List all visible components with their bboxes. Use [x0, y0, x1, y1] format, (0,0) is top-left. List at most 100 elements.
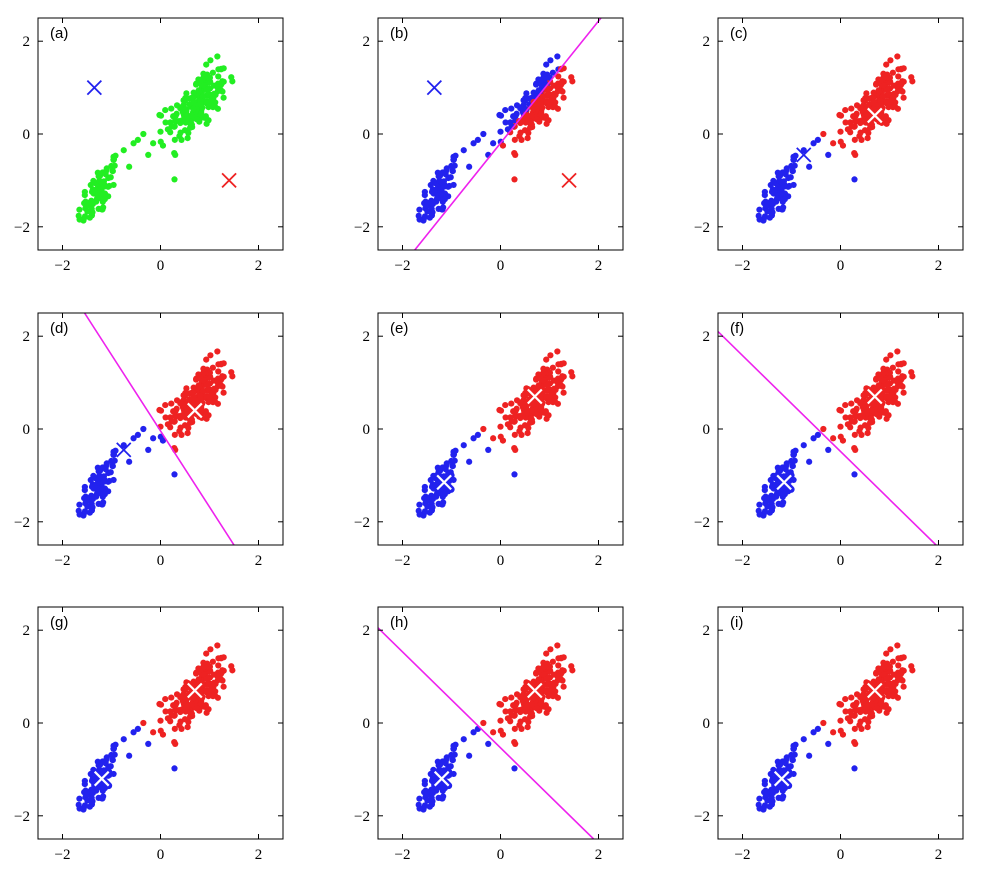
- data-point: [511, 471, 518, 478]
- data-point: [130, 729, 137, 736]
- data-point: [764, 208, 771, 215]
- data-point: [87, 181, 94, 189]
- data-point: [814, 136, 821, 143]
- data-point: [776, 761, 784, 768]
- data-point: [480, 425, 487, 433]
- data-point: [140, 425, 147, 433]
- data-point: [883, 675, 890, 683]
- data-point: [783, 754, 790, 761]
- data-point: [416, 511, 423, 518]
- data-point: [839, 142, 847, 149]
- data-point: [220, 654, 227, 661]
- x-tick-label: −2: [735, 258, 751, 274]
- data-point: [217, 381, 224, 389]
- data-point: [450, 156, 458, 163]
- data-point: [513, 110, 520, 117]
- data-point: [206, 369, 214, 376]
- data-point: [190, 105, 197, 113]
- data-point: [869, 123, 876, 131]
- data-point: [852, 446, 859, 453]
- data-point: [164, 421, 171, 428]
- data-point: [894, 53, 901, 60]
- data-point: [211, 385, 218, 392]
- data-point: [134, 136, 141, 143]
- data-point: [761, 483, 768, 491]
- data-point: [853, 699, 860, 706]
- data-point: [837, 701, 845, 708]
- data-point: [502, 401, 509, 409]
- data-point: [189, 123, 196, 131]
- data-point: [202, 702, 209, 709]
- data-point: [830, 140, 837, 147]
- data-point: [436, 172, 444, 179]
- data-point: [814, 725, 821, 733]
- data-point: [140, 130, 147, 138]
- data-point: [859, 116, 866, 124]
- data-point: [508, 105, 515, 112]
- data-point: [180, 392, 187, 399]
- data-point: [870, 89, 877, 96]
- data-point: [202, 113, 209, 120]
- data-point: [76, 795, 83, 802]
- data-point: [189, 418, 196, 426]
- data-point: [197, 111, 204, 119]
- x-tick-label: 0: [837, 258, 845, 274]
- data-point: [861, 127, 869, 134]
- data-point: [100, 178, 107, 185]
- panel-label: (f): [730, 320, 744, 337]
- data-point: [480, 719, 487, 727]
- data-point: [195, 87, 202, 94]
- data-point: [842, 708, 849, 715]
- data-point: [110, 156, 118, 163]
- data-point: [466, 752, 473, 759]
- data-point: [889, 693, 897, 700]
- data-point: [84, 503, 91, 510]
- data-point: [891, 90, 898, 97]
- data-point: [76, 216, 83, 223]
- data-point: [203, 61, 210, 68]
- data-point: [84, 494, 91, 501]
- data-point: [528, 701, 535, 708]
- plot-area: [75, 642, 236, 813]
- centroid-marker-red: [864, 104, 886, 126]
- data-point: [512, 446, 519, 453]
- data-point: [195, 665, 202, 672]
- data-point: [436, 761, 444, 768]
- data-point: [864, 135, 871, 142]
- data-point: [202, 408, 209, 415]
- data-point: [540, 70, 547, 77]
- data-point: [897, 675, 904, 683]
- data-point: [134, 725, 141, 733]
- data-point: [203, 356, 210, 363]
- y-tick-label: 2: [703, 329, 711, 345]
- data-point: [451, 457, 458, 464]
- data-point: [761, 188, 768, 196]
- panel-label: (g): [50, 614, 68, 631]
- data-point: [450, 181, 457, 189]
- x-tick-label: −2: [55, 258, 71, 274]
- data-point: [779, 501, 786, 508]
- data-point: [519, 411, 526, 419]
- data-point: [806, 458, 813, 465]
- data-point: [780, 178, 787, 185]
- data-point: [546, 393, 553, 400]
- data-point: [542, 113, 549, 120]
- data-point: [543, 650, 550, 657]
- data-point: [790, 156, 798, 163]
- data-point: [150, 729, 157, 736]
- data-point: [439, 206, 446, 213]
- data-point: [537, 97, 544, 104]
- data-point: [205, 693, 212, 700]
- data-point: [897, 381, 904, 389]
- data-point: [150, 435, 157, 442]
- data-point: [886, 369, 894, 376]
- data-point: [485, 740, 492, 747]
- panel-label: (h): [390, 614, 408, 631]
- data-point: [900, 683, 907, 690]
- plot-area: [75, 313, 236, 545]
- data-point: [466, 163, 473, 170]
- data-point: [875, 665, 882, 672]
- data-point: [429, 495, 436, 503]
- data-point: [508, 400, 515, 407]
- data-point: [894, 642, 901, 649]
